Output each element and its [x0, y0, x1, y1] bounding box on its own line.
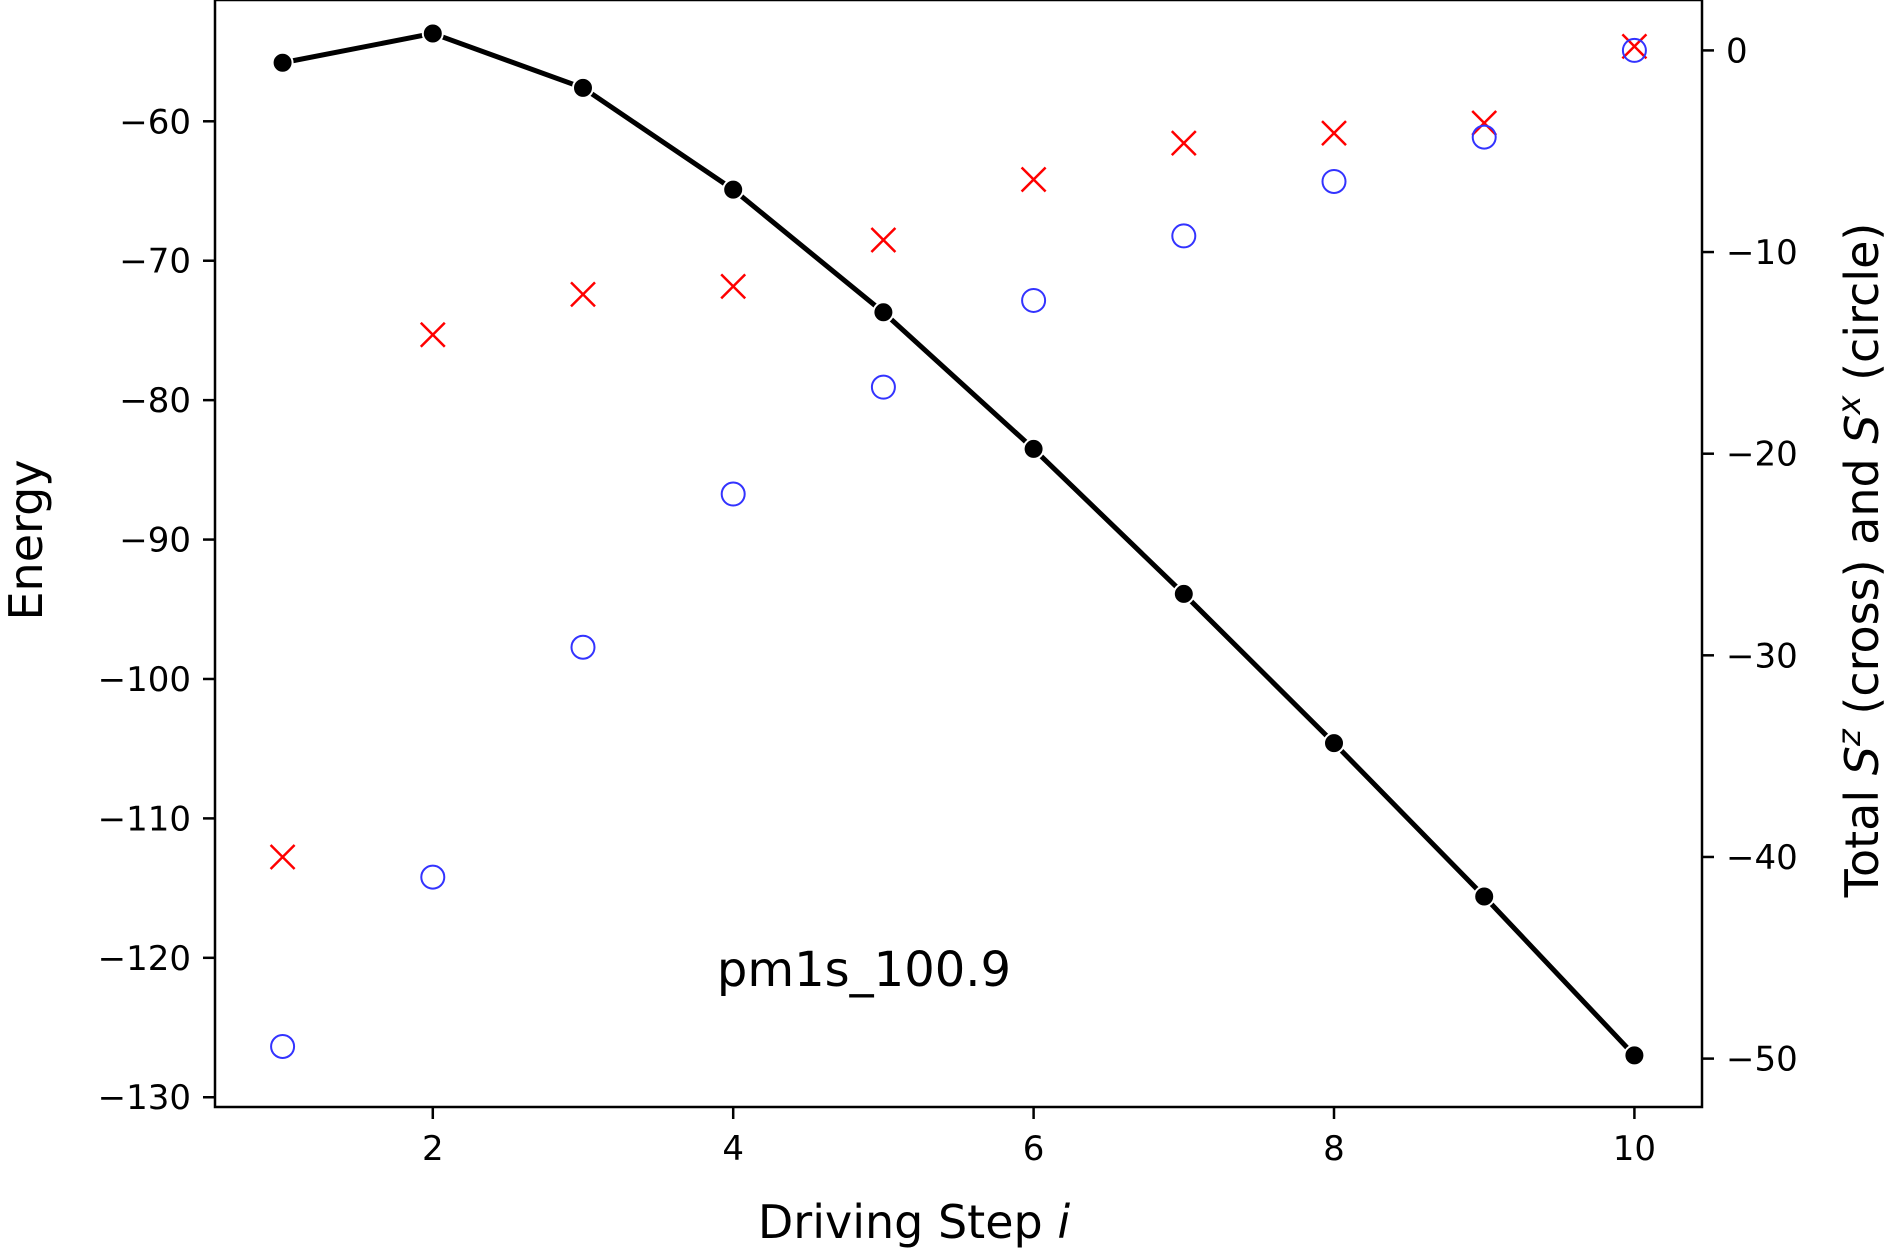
- x-axis-label-italic: i: [1057, 1195, 1070, 1249]
- sz-cross-marker: [1471, 110, 1498, 136]
- energy-point: [1473, 885, 1496, 908]
- y2-label-prefix: Total: [1835, 775, 1888, 898]
- x-tick-label: 8: [1323, 1129, 1345, 1169]
- energy-line: [282, 30, 1637, 1058]
- y-tick-label: −120: [98, 939, 191, 979]
- y-tick-label: −110: [98, 799, 191, 839]
- y2-axis-label: Total Sz (cross) and Sx (circle): [1830, 223, 1888, 899]
- energy-point: [872, 301, 895, 324]
- sz-cross-marker: [1170, 130, 1197, 157]
- x-axis-label: Driving Step i: [758, 1195, 1070, 1249]
- sx-circle-marker: [1171, 223, 1197, 249]
- energy-point: [271, 51, 294, 74]
- y2-label-sx-sup: x: [1830, 394, 1868, 415]
- y2-tick-label: −20: [1726, 435, 1798, 475]
- sz-cross-marker: [870, 227, 897, 253]
- energy-point: [571, 76, 594, 99]
- sz-cross-marker: [269, 844, 296, 870]
- y2-label-sz-sup: z: [1830, 728, 1868, 747]
- x-axis-label-text: Driving Step: [758, 1195, 1057, 1249]
- sx-circle-marker: [420, 864, 446, 890]
- energy-point: [1172, 582, 1195, 605]
- plot-frame: [213, 0, 1704, 1109]
- x-tick-label: 2: [422, 1129, 444, 1169]
- sx-circle-marker: [570, 634, 596, 660]
- sz-cross-marker: [1020, 166, 1047, 193]
- sz-cross-marker: [570, 281, 596, 308]
- energy-point: [421, 22, 444, 45]
- energy-point: [1323, 732, 1346, 755]
- energy-point: [722, 178, 745, 201]
- y-tick-label: −90: [119, 521, 191, 561]
- y2-label-sx: S: [1835, 414, 1888, 443]
- y-tick-label: −100: [98, 660, 191, 700]
- y-tick-label: −80: [119, 381, 191, 421]
- tick-layer: 2 4 6 8 10 −60 −70 −80 −90 −100 −110 −120 −130 0 −10 −2…: [98, 31, 1798, 1169]
- sx-circle-marker: [720, 481, 746, 507]
- sx-circle-marker: [1021, 287, 1047, 313]
- sz-cross-marker: [1321, 120, 1347, 146]
- y-tick-label: −60: [119, 102, 191, 142]
- sx-circle-marker: [1321, 168, 1347, 194]
- y2-tick-label: −40: [1726, 838, 1798, 878]
- y2-tick-label: 0: [1726, 31, 1748, 71]
- y2-label-suffix: (circle): [1835, 223, 1888, 396]
- sx-circle-marker: [870, 374, 896, 400]
- y-tick-label: −130: [98, 1078, 191, 1118]
- energy-point: [1022, 437, 1045, 460]
- y-tick-label: −70: [119, 242, 191, 282]
- sz-cross-marker: [419, 321, 446, 348]
- sx-circle-marker: [1621, 37, 1647, 63]
- x-tick-label: 10: [1613, 1129, 1656, 1169]
- y-axis-label: Energy: [0, 459, 53, 620]
- sz-cross-marker: [1621, 33, 1648, 60]
- y2-tick-label: −10: [1726, 233, 1798, 273]
- energy-point: [1623, 1044, 1646, 1067]
- x-tick-label: 6: [1023, 1129, 1045, 1169]
- y2-label-middle: (cross) and: [1835, 444, 1888, 730]
- sz-cross-marker: [720, 273, 747, 300]
- series-layer: [269, 22, 1648, 1067]
- sx-circle-marker: [1471, 124, 1497, 150]
- y2-label-sz: S: [1835, 746, 1888, 775]
- y2-tick-label: −50: [1726, 1040, 1798, 1080]
- x-tick-label: 4: [722, 1129, 744, 1169]
- sx-circle-marker: [270, 1034, 296, 1060]
- y2-tick-label: −30: [1726, 636, 1798, 676]
- chart-annotation: pm1s_100.9: [717, 942, 1011, 998]
